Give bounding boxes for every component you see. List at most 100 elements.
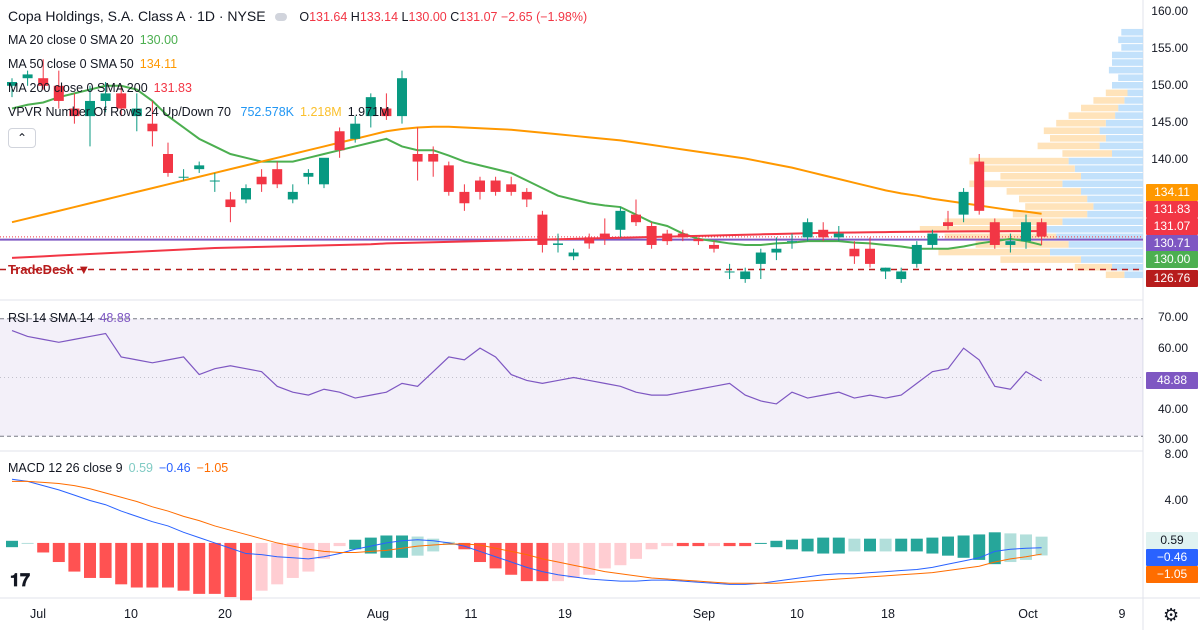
legend-ma200[interactable]: MA 200 close 0 SMA 200 131.83 [8,81,192,95]
candle-body [287,191,298,200]
vpvr-down-bar [1025,203,1094,210]
candle-body [490,180,501,192]
macd-hist-bar [162,542,174,588]
candle-body [755,252,766,264]
candle-body [459,191,470,204]
macd-hist-bar [614,542,627,566]
macd-line [11,478,1042,585]
rsi-value-badge: 48.88 [1146,372,1198,389]
macd-hist-bar [801,538,814,552]
gear-icon[interactable]: ⚙ [1163,605,1180,625]
vpvr-up-bar [1118,74,1143,81]
vpvr-up-bar [1108,66,1143,74]
vpvr-up-bar [1081,188,1143,195]
tradingview-logo-icon[interactable]: 𝟏𝟕 [10,570,31,590]
tradedesk-label[interactable]: TradeDesk ▼ [8,262,91,277]
macd-hist-bar [754,542,767,544]
rsi-line [11,329,1042,405]
vpvr-up-bar [1112,82,1143,89]
candle-body [209,180,220,182]
candle-body [7,82,17,86]
candle-body [568,252,579,257]
last-price-badge: 131.07 [1146,218,1198,235]
vpvr-down-bar [981,165,1075,172]
candle-body [412,154,423,162]
vpvr-up-bar [1087,195,1143,203]
vpvr-down-bar [1062,150,1112,157]
legend-ma20[interactable]: MA 20 close 0 SMA 20 130.00 [8,33,178,47]
candle-body [131,108,142,117]
collapse-legend-button[interactable]: ⌃ [8,128,36,148]
legend-ma50[interactable]: MA 50 close 0 SMA 50 134.11 [8,57,178,71]
macd-hist-bar [84,542,96,578]
vpvr-down-bar [1105,271,1125,279]
candle-body [880,267,891,272]
symbol-title[interactable]: Copa Holdings, S.A. Class A · 1D · NYSE [8,8,266,24]
candle-body [615,210,626,230]
macd-signal-badge: −1.05 [1146,566,1198,583]
vpvr-up-bar [1099,127,1143,135]
vpvr-up-bar [1043,226,1143,233]
macd-hist-bar [364,537,377,554]
macd-hist-bar [1004,533,1017,563]
vpvr-up-bar [1081,172,1143,180]
macd-hist-bar [442,541,455,546]
vpvr-up-bar [1062,180,1143,188]
macd-hist-bar [536,542,549,582]
macd-hist-bar [598,542,611,569]
candle-body [911,244,922,264]
macd-hist-bar [926,537,939,554]
candle-body [116,93,127,109]
vpvr-up-bar [1127,89,1143,97]
candle-body [818,229,829,238]
candle-body [53,85,64,101]
vpvr-down-bar [1093,97,1125,104]
legend-rsi[interactable]: RSI 14 SMA 14 48.88 [8,311,131,325]
vpvr-down-bar [1012,210,1088,218]
macd-hist-bar [864,538,876,552]
vpvr-up-bar [1105,119,1143,127]
vpvr-up-bar [1115,112,1143,119]
macd-hist-bar [271,542,284,585]
macd-hist-bar [832,537,845,554]
candle-body [194,165,205,170]
macd-hist-bar [910,538,923,552]
price-tick: 140.00 [1151,152,1188,166]
candle-body [677,233,688,238]
x-tick: 20 [218,607,232,621]
candle-body [537,214,548,245]
x-tick: Sep [692,607,716,621]
macd-hist-bar [1035,536,1048,556]
macd-hist-bar [630,542,642,559]
candle-body [85,100,95,117]
x-tick: Oct [1018,607,1038,621]
vpvr-up-bar [1087,210,1143,218]
macd-hist-bar [396,535,408,558]
x-tick: Aug [366,607,390,621]
candle-body [974,161,985,211]
candle-body [147,123,158,132]
candle-body [631,214,641,223]
vpvr-up-bar [1062,218,1143,225]
candle-body [22,74,33,79]
vpvr-up-bar [1121,28,1143,36]
candle-body [943,222,953,226]
price-tick: 160.00 [1151,4,1188,18]
legend-macd[interactable]: MACD 12 26 close 9 0.59 −0.46 −1.05 [8,461,229,475]
legend-vpvr[interactable]: VPVR Number Of Rows 24 Up/Down 70 752.57… [8,105,390,119]
candle-body [397,78,407,117]
macd-line-badge: −0.46 [1146,549,1198,566]
price-tick: 145.00 [1151,115,1188,129]
candle-body [506,184,517,192]
macd-hist-bar [676,542,689,547]
x-tick: 10 [790,607,804,621]
candle-body [584,237,595,244]
x-tick: 11 [464,607,478,621]
vpvr-up-bar [1074,165,1143,172]
visibility-toggle-icon[interactable] [275,13,288,22]
candle-body [334,131,345,151]
rsi-tick: 30.00 [1157,432,1188,446]
candle-body [724,271,735,273]
macd-hist-bar [520,542,533,582]
